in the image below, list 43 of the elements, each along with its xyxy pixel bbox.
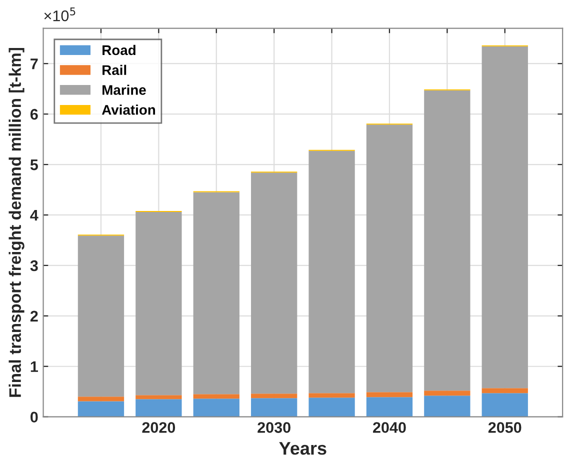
- bar: [308, 398, 355, 417]
- bar: [424, 396, 470, 417]
- x-tick-label: 2020: [142, 422, 176, 433]
- bar: [366, 397, 413, 417]
- legend-label: Marine: [102, 84, 146, 95]
- legend-label: Aviation: [102, 104, 156, 115]
- x-tick-label: 2050: [488, 422, 522, 433]
- bar: [250, 398, 298, 417]
- bar: [482, 388, 528, 394]
- bar: [482, 393, 528, 417]
- bar: [78, 401, 124, 417]
- bar: [366, 124, 413, 392]
- bar: [366, 392, 413, 398]
- legend-label: Rail: [102, 64, 126, 76]
- x-tick-label: 2030: [258, 422, 290, 433]
- bar: [482, 46, 528, 388]
- y-tick-label: 7: [30, 58, 38, 70]
- bar: [250, 394, 298, 398]
- y-tick-label: 2: [30, 310, 38, 322]
- y-axis-title: Final transport freight demand million [t-km]: [8, 48, 24, 397]
- bar: [136, 395, 182, 400]
- x-tick-label: 2040: [373, 422, 406, 433]
- bar: [424, 90, 470, 391]
- bar: [193, 398, 240, 417]
- bar: [78, 396, 124, 402]
- bar: [136, 399, 182, 417]
- y-tick-label: 1: [30, 361, 38, 372]
- bar: [193, 192, 240, 394]
- bar: [250, 172, 298, 394]
- bar: [308, 393, 355, 398]
- bar: [193, 394, 240, 399]
- y-tick-label: 0: [30, 412, 38, 423]
- x-axis-title: Years: [279, 442, 326, 455]
- bar: [308, 150, 355, 394]
- bar: [78, 236, 124, 397]
- y-tick-label: 3: [30, 260, 38, 272]
- bar: [424, 390, 470, 396]
- y-tick-label: 5: [30, 160, 38, 170]
- y-tick-label: 6: [30, 108, 38, 120]
- legend-label: Road: [102, 44, 136, 56]
- y-tick-label: 4: [30, 210, 38, 221]
- text: ×10$^{5}$: [44, 7, 76, 22]
- bar: [136, 212, 182, 396]
